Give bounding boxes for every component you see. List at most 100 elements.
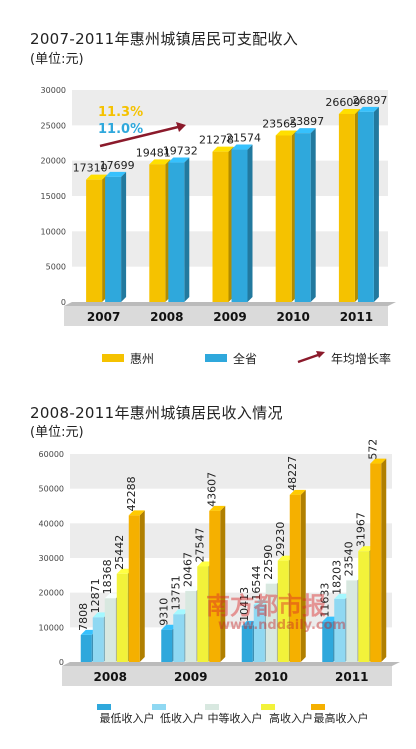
bar-highest [289,494,301,662]
income-chart-svg: 0 5000 10000 15000 20000 25000 30000 1731017699… [41,86,396,366]
bar-highest-top [370,458,387,464]
x-tick-label: 2011 [340,310,373,324]
bar-low [253,604,265,662]
bar-province-top [294,128,316,134]
y-tick-label: 5000 [46,263,66,272]
bar-value-label: 18368 [101,559,114,594]
income-group-chart-svg: 0 10000 20000 30000 40000 50000 60000 780812871… [39,440,400,725]
bar-lowest [80,634,92,662]
bar-province [105,176,122,302]
y-tick-label: 25000 [41,121,66,130]
bar-low [92,617,104,662]
bar-middle [104,598,116,662]
bar-highest-top [289,489,306,495]
y-tick-label: 10000 [41,227,66,236]
bar-value-label: 21278 [199,134,234,147]
legend-label-province: 全省 [233,351,257,366]
y-tick-label: 15000 [41,192,66,201]
x-tick-label: 2009 [213,310,246,324]
bar-province-top [105,171,127,177]
legend-arrow-head [316,351,325,358]
bar-high [116,573,128,662]
bar-value-label: 23540 [343,541,356,576]
bar-middle [185,591,197,662]
bar-huizhou [86,179,103,302]
bar-highest [128,515,140,662]
bar-value-label: 25442 [113,535,126,570]
bar-low [334,598,346,662]
bar-value-label: 17699 [100,159,135,172]
bar-value-label: 27547 [194,528,207,563]
bar-middle [265,583,277,662]
bar-province-top [168,157,190,163]
x-axis-band [62,666,392,686]
bar-province-side [247,144,253,302]
y-tick-label: 0 [59,658,64,667]
bar-value-label: 23565 [262,117,297,130]
bar-highest-side [381,458,387,662]
bar-high [197,566,209,662]
bar-lowest [241,625,253,662]
x-tick-label: 2010 [255,670,288,684]
bar-high [277,560,289,662]
y-tick-label: 0 [61,298,66,307]
legend-label-growth: 年均增长率 [331,351,391,366]
bar-highest [209,510,221,662]
y-tick-label: 40000 [39,519,64,528]
bar-value-label: 16544 [250,566,263,601]
legend-label-high: 高收入户 [269,711,313,725]
legend-swatch-highest [311,704,325,710]
bar-value-label: 13751 [170,575,183,610]
bar-value-label: 42288 [125,476,138,511]
chart1-title: 2007-2011年惠州城镇居民可支配收入 [30,30,299,48]
bar-low [173,614,185,662]
legend-label-lowest: 最低收入户 [100,711,155,725]
bar-huizhou-top [212,146,234,152]
bar-province [357,111,374,303]
bar-value-label: 18203 [331,560,344,595]
bar-province-side [121,171,127,302]
bar-huizhou [338,113,355,302]
bar-huizhou-top [338,108,360,114]
legend-swatch-middle [205,704,219,710]
bar-province-side [184,157,190,302]
legend-swatch-lowest [97,704,111,710]
bar-province [231,149,248,302]
bar-value-label: 7808 [77,603,90,631]
legend-swatch-low [152,704,166,710]
bar-highest-side [300,489,306,662]
x-tick-label: 2011 [335,670,368,684]
bar-highest-side [139,510,145,662]
bar-province-top [231,144,253,150]
bar-value-label: 48227 [286,456,299,491]
y-tick-label: 50000 [39,485,64,494]
legend-arrow-line [297,353,319,364]
x-axis-band [64,306,388,326]
bar-value-label: 20467 [182,552,195,587]
bar-value-label: 23897 [289,115,324,128]
y-tick-label: 10000 [39,623,64,632]
y-tick-label: 20000 [39,589,64,598]
bar-highest-top [128,510,145,516]
x-tick-label: 2009 [174,670,207,684]
grid-band [72,90,388,126]
bar-huizhou [212,151,229,302]
bar-province-top [357,106,379,112]
bar-value-label: 43607 [206,472,219,507]
legend-swatch-high [261,704,275,710]
chart-floor [64,302,396,306]
bar-value-label: 26897 [352,94,387,107]
x-tick-label: 2010 [276,310,309,324]
bar-province-side [310,128,316,302]
bar-value-label: 31967 [355,512,368,547]
growth-arrow-line [99,125,179,148]
growth-label-huizhou: 11.3% [98,105,143,120]
bar-province [168,162,185,302]
y-tick-label: 30000 [41,86,66,95]
x-tick-label: 2008 [94,670,127,684]
x-tick-label: 2007 [87,310,120,324]
bar-huizhou-top [149,159,171,165]
legend-swatch-province [205,354,227,362]
legend-label-middle: 中等收入户 [208,711,263,725]
bar-value-label: 22590 [262,545,275,580]
